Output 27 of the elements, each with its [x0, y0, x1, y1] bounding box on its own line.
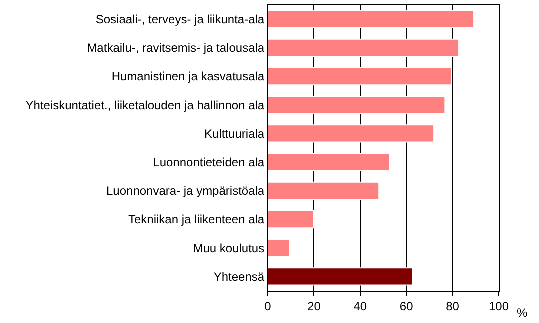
bar: [268, 10, 475, 28]
bar: [268, 239, 290, 258]
bar: [268, 182, 380, 200]
x-tick-label: 80: [446, 299, 460, 314]
y-tick-label: Luonnonvara- ja ympäristöala: [106, 184, 265, 198]
y-tick-label: Muu koulutus: [193, 241, 265, 256]
y-tick-label: Tekniikan ja liikenteen ala: [128, 212, 265, 227]
y-tick-label: Kulttuuriala: [204, 126, 265, 141]
bar: [268, 153, 390, 172]
y-tick-label: Sosiaali-, terveys- ja liikunta-ala: [96, 12, 265, 26]
y-tick-label: Humanistinen ja kasvatusala: [112, 70, 265, 84]
bar: [268, 96, 446, 114]
x-tick-label: 20: [308, 299, 322, 314]
x-tick-label: 60: [400, 299, 414, 314]
bar: [268, 124, 435, 143]
x-tick-label: 100: [488, 299, 510, 314]
x-axis-title: %: [517, 306, 528, 320]
bar: [268, 268, 414, 286]
bar: [268, 210, 314, 229]
bar: [268, 38, 460, 57]
y-tick-label: Yhteensä: [214, 270, 265, 284]
y-tick-label: Luonnontieteiden ala: [153, 156, 265, 170]
x-tick-label: 0: [264, 299, 272, 314]
y-tick-label: Matkailu-, ravitsemis- ja talousala: [87, 41, 265, 56]
y-tick-label: Yhteiskuntatiet., liiketalouden ja hallinnon ala: [26, 98, 265, 112]
bar: [268, 67, 452, 86]
x-tick-label: 40: [354, 299, 368, 314]
